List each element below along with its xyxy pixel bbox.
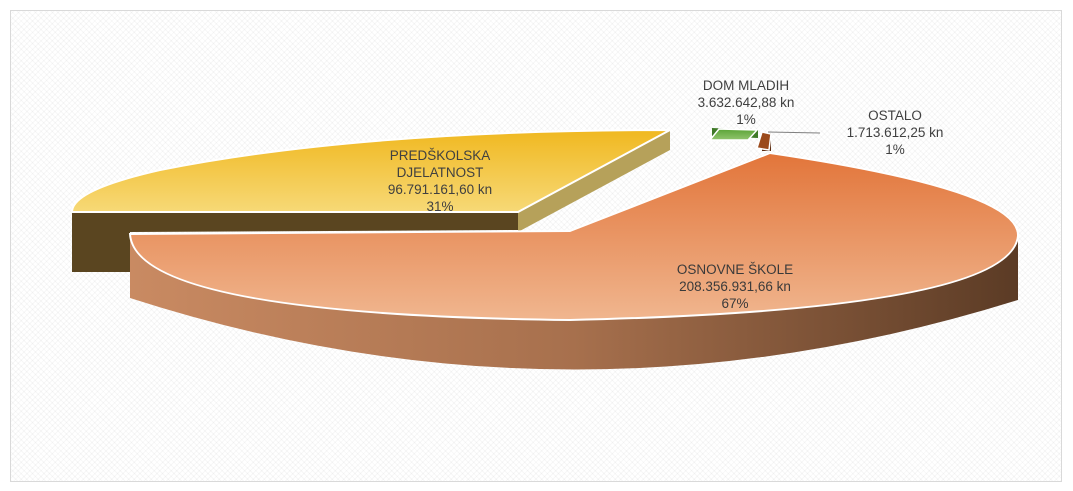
label-dom-mladih-value: 3.632.642,88 kn <box>698 95 795 110</box>
label-predskolska-name-2: DJELATNOST <box>397 165 484 180</box>
label-predskolska: PREDŠKOLSKA DJELATNOST 96.791.161,60 kn … <box>388 148 492 214</box>
label-predskolska-name-1: PREDŠKOLSKA <box>390 148 491 163</box>
label-osnovne-name: OSNOVNE ŠKOLE <box>677 262 793 277</box>
label-dom-mladih-percent: 1% <box>736 112 756 127</box>
pie-slice-osnovne-top <box>128 151 1020 322</box>
label-osnovne-value: 208.356.931,66 kn <box>679 279 791 294</box>
label-ostalo-percent: 1% <box>885 142 905 157</box>
label-predskolska-value: 96.791.161,60 kn <box>388 182 492 197</box>
pie-slice-dom-mladih-top <box>708 128 759 141</box>
pie-slice-predskolska-top <box>70 129 671 213</box>
label-ostalo-name: OSTALO <box>868 108 922 123</box>
pie-slice-predskolska-cut <box>518 130 670 232</box>
label-predskolska-percent: 31% <box>426 199 453 214</box>
label-osnovne-percent: 67% <box>721 296 748 311</box>
label-ostalo: OSTALO 1.713.612,25 kn 1% <box>847 108 944 157</box>
pie-slice-predskolska-side <box>72 212 518 272</box>
label-osnovne: OSNOVNE ŠKOLE 208.356.931,66 kn 67% <box>677 262 793 311</box>
label-ostalo-value: 1.713.612,25 kn <box>847 125 944 140</box>
label-dom-mladih-name: DOM MLADIH <box>703 78 789 93</box>
label-dom-mladih: DOM MLADIH 3.632.642,88 kn 1% <box>698 78 795 127</box>
pie-slice-ostalo-top <box>756 131 772 151</box>
ostalo-leader-line <box>767 131 821 134</box>
